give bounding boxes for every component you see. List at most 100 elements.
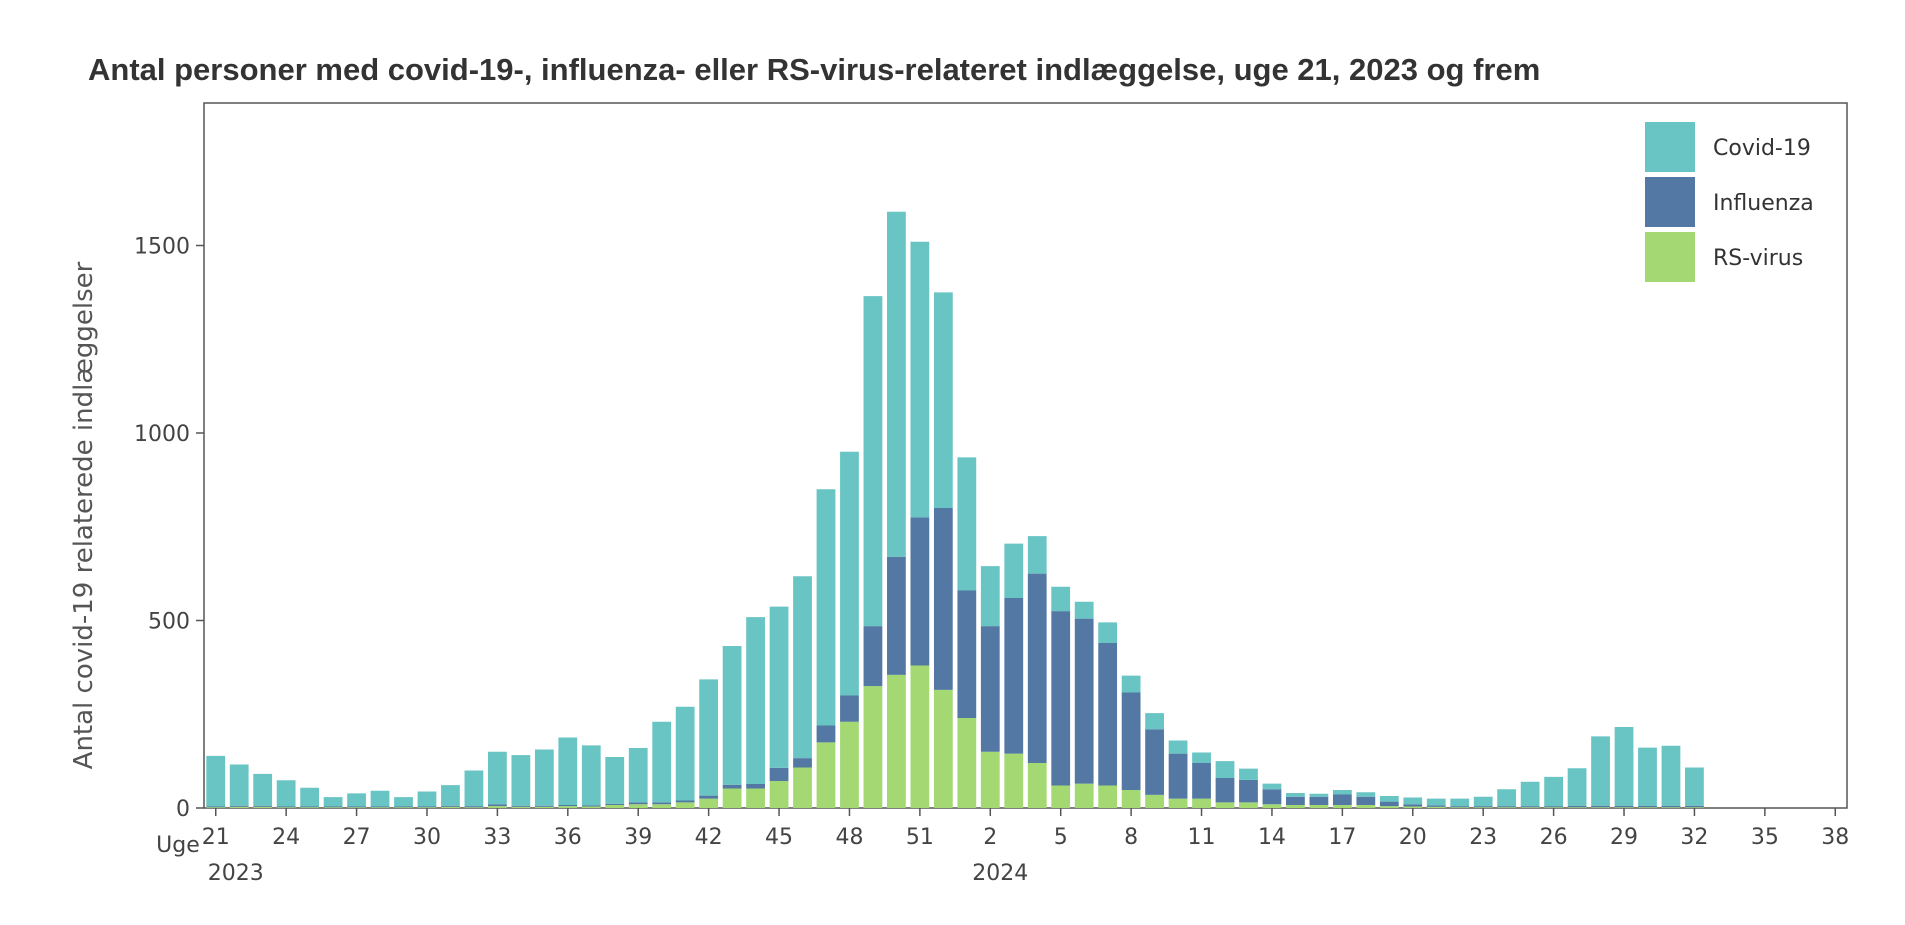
bar-covid-19-52 (1426, 798, 1446, 806)
bar-covid-19-38 (1098, 622, 1118, 643)
legend-swatch-influenza (1645, 177, 1695, 227)
bar-rs-virus-58 (1567, 807, 1587, 808)
bar-influenza-33 (980, 626, 1000, 752)
bar-influenza-21 (699, 795, 719, 799)
x-tick-label-22: 35 (1751, 825, 1779, 850)
bar-covid-19-13 (511, 755, 531, 806)
bar-influenza-58 (1567, 805, 1587, 808)
legend-label-rs-virus: RS-virus (1713, 246, 1803, 271)
x-tick-label-17: 20 (1399, 825, 1427, 850)
bar-rs-virus-39 (1121, 790, 1141, 808)
bar-influenza-29 (887, 556, 906, 675)
bar-influenza-32 (957, 590, 977, 718)
bar-rs-virus-3 (276, 807, 296, 808)
bar-influenza-62 (1661, 805, 1681, 808)
bar-influenza-27 (840, 695, 859, 722)
bar-influenza-41 (1168, 753, 1188, 799)
bar-influenza-26 (816, 725, 836, 743)
bar-covid-19-4 (300, 787, 320, 807)
bar-influenza-14 (534, 805, 554, 807)
bar-rs-virus-17 (605, 805, 625, 808)
bar-influenza-39 (1121, 692, 1141, 790)
bar-influenza-55 (1497, 806, 1517, 808)
bar-rs-virus-40 (1145, 794, 1164, 808)
bar-influenza-57 (1544, 806, 1563, 808)
bar-influenza-7 (370, 806, 390, 808)
bar-influenza-49 (1356, 796, 1376, 805)
bar-covid-19-44 (1239, 768, 1258, 780)
bar-rs-virus-2 (253, 806, 273, 808)
x-tick-label-0: 21 (202, 825, 230, 850)
bar-covid-19-57 (1544, 776, 1563, 807)
bar-rs-virus-52 (1426, 806, 1446, 808)
bar-influenza-10 (441, 805, 460, 807)
x-tick-label-5: 36 (554, 825, 582, 850)
bar-influenza-45 (1262, 789, 1282, 805)
bar-rs-virus-21 (699, 798, 719, 808)
bar-influenza-22 (722, 784, 742, 789)
bar-rs-virus-26 (816, 742, 836, 808)
bar-rs-virus-45 (1262, 804, 1282, 808)
bar-covid-19-63 (1685, 767, 1704, 806)
bar-influenza-46 (1286, 796, 1305, 805)
bar-rs-virus-30 (910, 665, 930, 808)
bar-covid-19-21 (699, 679, 719, 796)
bar-covid-19-62 (1661, 745, 1681, 806)
bar-rs-virus-33 (980, 751, 1000, 808)
x-tick-label-16: 17 (1328, 825, 1356, 850)
bar-rs-virus-25 (793, 767, 812, 808)
bar-rs-virus-42 (1192, 798, 1211, 808)
bar-covid-19-53 (1450, 798, 1470, 807)
bar-influenza-25 (793, 758, 812, 768)
x-axis-prefix: Uge (156, 833, 200, 858)
bar-covid-19-30 (910, 241, 930, 518)
x-tick-label-21: 32 (1680, 825, 1708, 850)
x-tick-label-3: 30 (413, 825, 441, 850)
bar-influenza-44 (1239, 779, 1258, 803)
x-tick-label-7: 42 (695, 825, 723, 850)
x-tick-label-19: 26 (1540, 825, 1568, 850)
bar-covid-19-15 (558, 737, 578, 805)
bar-influenza-24 (769, 767, 789, 781)
x-tick-label-8: 45 (765, 825, 793, 850)
bar-covid-19-3 (276, 780, 296, 807)
bar-rs-virus-34 (1004, 753, 1024, 808)
bar-influenza-20 (675, 800, 695, 803)
bar-covid-19-35 (1027, 536, 1047, 574)
bar-rs-virus-41 (1168, 798, 1188, 808)
bar-influenza-1 (229, 805, 249, 807)
bar-covid-19-16 (581, 745, 601, 806)
bar-rs-virus-62 (1661, 807, 1681, 808)
bar-rs-virus-10 (441, 806, 460, 808)
y-tick-label-0: 0 (176, 797, 190, 822)
bar-rs-virus-53 (1450, 807, 1470, 808)
bar-rs-virus-14 (534, 806, 554, 808)
bar-covid-19-17 (605, 757, 625, 804)
bar-rs-virus-38 (1098, 785, 1118, 808)
bar-influenza-6 (347, 806, 366, 808)
legend-label-covid-19: Covid-19 (1713, 136, 1811, 161)
bar-covid-19-56 (1520, 781, 1540, 807)
bar-rs-virus-8 (394, 807, 413, 808)
x-tick-label-9: 48 (835, 825, 863, 850)
bar-influenza-47 (1309, 796, 1329, 805)
bar-influenza-31 (933, 508, 953, 690)
bar-influenza-37 (1074, 618, 1094, 784)
bar-influenza-23 (746, 784, 765, 789)
bar-covid-19-31 (933, 292, 953, 508)
y-axis-title: Antal covid-19 relaterede indlæggelser (69, 261, 99, 769)
bar-rs-virus-11 (464, 807, 484, 808)
bar-covid-19-23 (746, 617, 765, 784)
bar-influenza-59 (1591, 805, 1610, 808)
bar-rs-virus-50 (1379, 806, 1399, 808)
x-tick-label-4: 33 (483, 825, 511, 850)
bar-rs-virus-51 (1403, 806, 1423, 808)
bar-covid-19-22 (722, 646, 742, 785)
bar-covid-19-59 (1591, 736, 1610, 806)
bar-influenza-43 (1215, 778, 1235, 803)
bar-rs-virus-24 (769, 781, 789, 808)
bar-rs-virus-6 (347, 807, 366, 808)
bar-influenza-50 (1379, 801, 1399, 807)
bar-covid-19-27 (840, 451, 859, 696)
